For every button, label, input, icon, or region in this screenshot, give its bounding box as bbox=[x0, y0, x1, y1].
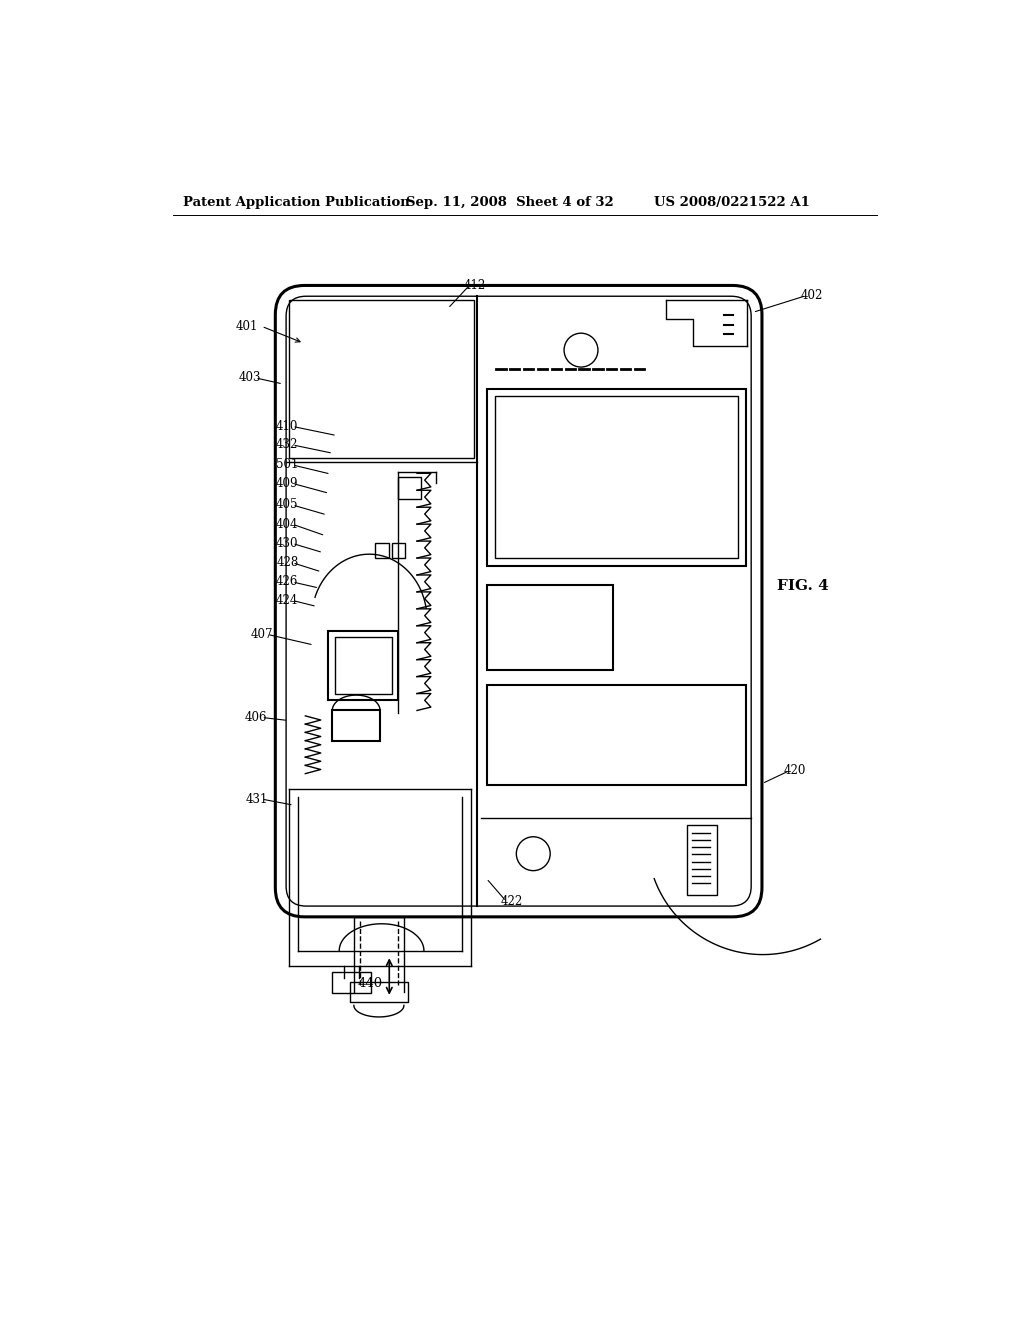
Text: 422: 422 bbox=[500, 895, 522, 908]
Text: FIG. 4: FIG. 4 bbox=[777, 578, 829, 593]
Text: 402: 402 bbox=[801, 289, 823, 302]
Text: 424: 424 bbox=[276, 594, 298, 607]
Text: Sep. 11, 2008  Sheet 4 of 32: Sep. 11, 2008 Sheet 4 of 32 bbox=[407, 195, 614, 209]
Bar bbox=[487, 585, 612, 669]
Bar bbox=[350, 982, 408, 1002]
Text: 430: 430 bbox=[275, 537, 298, 550]
Text: 432: 432 bbox=[276, 438, 298, 451]
Bar bbox=[487, 685, 745, 785]
Text: 404: 404 bbox=[275, 517, 298, 531]
Text: 409: 409 bbox=[275, 477, 298, 490]
Bar bbox=[333, 710, 380, 742]
Bar bbox=[397, 478, 421, 499]
Text: 401: 401 bbox=[236, 319, 258, 333]
Text: 428: 428 bbox=[276, 556, 298, 569]
Bar bbox=[375, 543, 388, 558]
Bar bbox=[289, 300, 474, 458]
Bar bbox=[329, 631, 397, 701]
Text: 426: 426 bbox=[276, 576, 298, 589]
Bar bbox=[333, 972, 371, 993]
Text: 431: 431 bbox=[245, 792, 267, 805]
Bar bbox=[687, 825, 717, 895]
Bar bbox=[495, 396, 738, 558]
Bar bbox=[487, 388, 745, 566]
Text: 420: 420 bbox=[783, 764, 806, 777]
Text: 403: 403 bbox=[239, 371, 261, 384]
Text: 406: 406 bbox=[245, 711, 267, 723]
Text: 410: 410 bbox=[276, 420, 298, 433]
Text: Patent Application Publication: Patent Application Publication bbox=[183, 195, 410, 209]
FancyBboxPatch shape bbox=[275, 285, 762, 917]
Text: 412: 412 bbox=[463, 279, 485, 292]
Text: US 2008/0221522 A1: US 2008/0221522 A1 bbox=[654, 195, 810, 209]
Bar bbox=[335, 638, 391, 694]
Text: 440: 440 bbox=[357, 977, 383, 990]
Bar bbox=[391, 543, 406, 558]
Text: 407: 407 bbox=[251, 628, 273, 640]
Text: 405: 405 bbox=[275, 499, 298, 511]
Text: 501: 501 bbox=[276, 458, 298, 471]
